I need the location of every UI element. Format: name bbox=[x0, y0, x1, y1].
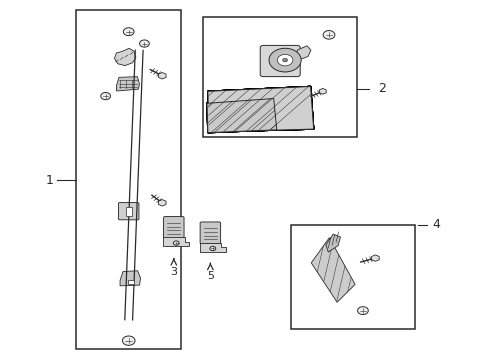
FancyBboxPatch shape bbox=[163, 217, 183, 238]
Circle shape bbox=[323, 31, 334, 39]
Polygon shape bbox=[319, 89, 325, 94]
Polygon shape bbox=[199, 243, 225, 252]
Polygon shape bbox=[120, 271, 140, 286]
Bar bbox=[203, 17, 356, 137]
Polygon shape bbox=[296, 46, 310, 61]
Circle shape bbox=[282, 58, 287, 62]
FancyBboxPatch shape bbox=[118, 203, 139, 220]
Text: 4: 4 bbox=[431, 218, 439, 231]
Text: 1: 1 bbox=[45, 174, 53, 186]
Polygon shape bbox=[207, 86, 313, 132]
Polygon shape bbox=[311, 238, 354, 302]
Circle shape bbox=[122, 336, 135, 345]
Polygon shape bbox=[325, 234, 340, 252]
Bar bbox=[125, 207, 132, 216]
Circle shape bbox=[209, 246, 215, 251]
Polygon shape bbox=[158, 72, 166, 79]
Circle shape bbox=[173, 241, 179, 245]
FancyBboxPatch shape bbox=[200, 222, 220, 244]
Circle shape bbox=[101, 93, 110, 100]
Text: 5: 5 bbox=[206, 271, 213, 282]
PathPatch shape bbox=[207, 86, 313, 132]
PathPatch shape bbox=[206, 99, 276, 133]
Polygon shape bbox=[206, 99, 276, 133]
FancyBboxPatch shape bbox=[260, 45, 300, 77]
Circle shape bbox=[123, 28, 134, 36]
Text: 3: 3 bbox=[170, 267, 177, 277]
Circle shape bbox=[357, 307, 367, 315]
Bar bbox=[290, 225, 414, 329]
Circle shape bbox=[268, 48, 301, 72]
Polygon shape bbox=[114, 48, 136, 66]
Text: 2: 2 bbox=[378, 82, 386, 95]
Circle shape bbox=[277, 54, 292, 66]
Bar bbox=[76, 10, 181, 348]
Polygon shape bbox=[371, 255, 378, 261]
Bar bbox=[127, 280, 133, 284]
Polygon shape bbox=[116, 77, 139, 91]
Circle shape bbox=[139, 40, 149, 47]
Polygon shape bbox=[163, 237, 189, 246]
Polygon shape bbox=[158, 199, 166, 206]
